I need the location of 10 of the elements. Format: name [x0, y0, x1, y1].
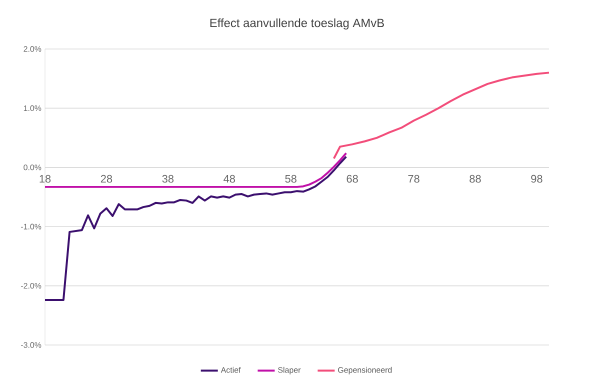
- x-tick-label: 58: [285, 174, 296, 183]
- x-tick-label: 38: [162, 174, 174, 183]
- x-tick-label: 48: [224, 174, 235, 183]
- chart-title: Effect aanvullende toeslag AMvB: [210, 18, 384, 30]
- x-tick-label: 88: [470, 174, 481, 183]
- x-tick-label: 28: [100, 174, 112, 183]
- x-tick-label: 98: [531, 174, 542, 183]
- x-tick-label: 68: [346, 174, 358, 183]
- x-tick-label: 78: [408, 174, 420, 183]
- x-tick-label: 18: [40, 174, 51, 183]
